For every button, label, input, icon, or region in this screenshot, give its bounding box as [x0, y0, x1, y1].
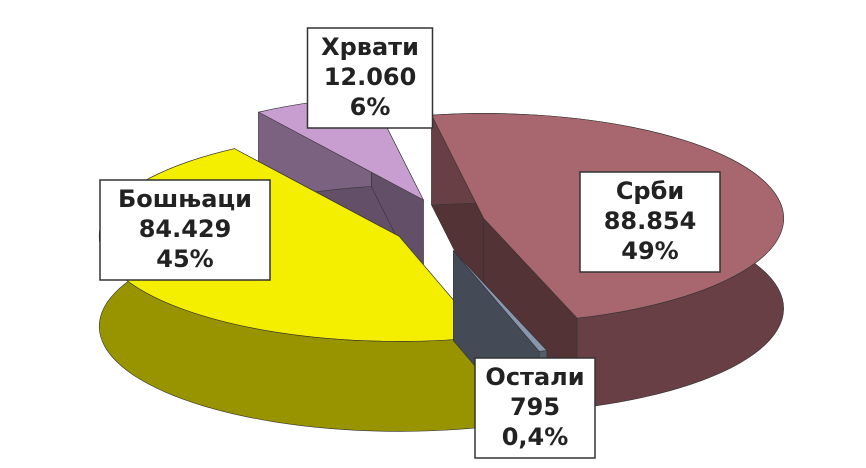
- label-name: Остали: [485, 363, 584, 391]
- label-value: 12.060: [324, 63, 417, 91]
- slice-top: [453, 250, 548, 352]
- label-percent: 49%: [621, 237, 678, 265]
- label-percent: 45%: [156, 245, 213, 273]
- label-name: Бошњаци: [118, 185, 252, 213]
- label-name: Срби: [616, 177, 684, 205]
- label-value: 88.854: [604, 207, 697, 235]
- label-percent: 6%: [350, 93, 391, 121]
- label-name: Хрвати: [321, 33, 419, 61]
- label-box: [474, 357, 596, 459]
- label-percent: 0,4%: [502, 423, 569, 451]
- label-value: 84.429: [139, 215, 232, 243]
- label-box: [306, 27, 434, 129]
- label-box: [99, 179, 271, 281]
- label-value: 795: [510, 393, 560, 421]
- label-box: [579, 171, 721, 273]
